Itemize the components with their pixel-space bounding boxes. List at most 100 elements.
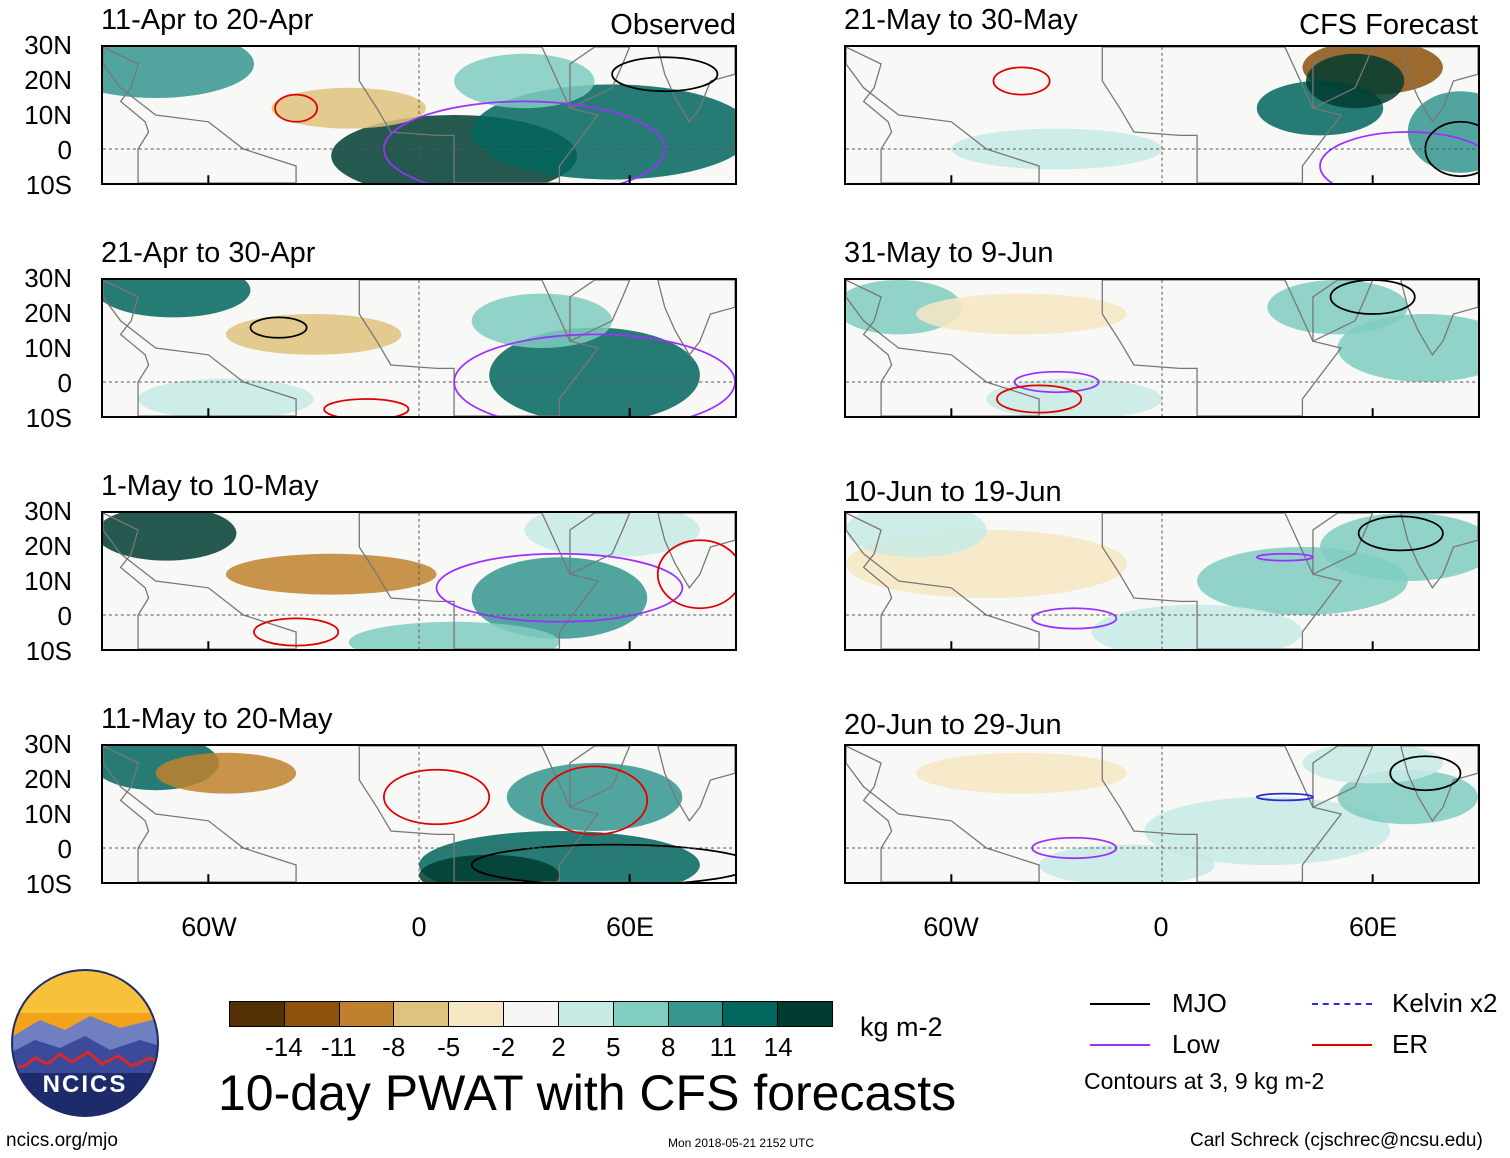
- contour-line: [435, 552, 684, 623]
- colorbar-swatch-5: [504, 1002, 559, 1026]
- anomaly-blob: [506, 763, 683, 831]
- map-canvas: [846, 280, 1478, 416]
- lon-tick-60e-left: 60E: [605, 912, 655, 942]
- coastline: [1312, 280, 1374, 343]
- cfs-forecast-label: CFS Forecast: [1299, 9, 1478, 41]
- colorbar-units: kg m-2: [860, 1012, 943, 1042]
- logo-text: NCICS: [43, 1071, 128, 1098]
- contour-line: [611, 56, 719, 93]
- anomaly-blob: [1337, 314, 1478, 382]
- contour-line: [249, 316, 308, 339]
- anomaly-blob: [846, 513, 987, 558]
- coastline: [103, 513, 297, 649]
- anomaly-blob: [103, 280, 251, 318]
- anomaly-blob: [471, 84, 735, 180]
- anomaly-blob: [1337, 769, 1478, 825]
- anomaly-blob: [916, 293, 1127, 335]
- anomaly-blob: [103, 513, 237, 561]
- lat-tick: 10N: [24, 333, 72, 363]
- legend-line-mjo: [1090, 1003, 1150, 1005]
- legend-label-low: Low: [1172, 1029, 1220, 1059]
- coastline: [569, 746, 631, 809]
- map-panel-5: [844, 45, 1480, 185]
- lat-tick: 20N: [24, 298, 72, 328]
- contour-note: Contours at 3, 9 kg m-2: [1084, 1068, 1325, 1094]
- coastline: [657, 47, 735, 123]
- map-canvas: [103, 47, 735, 183]
- anomaly-blob: [471, 293, 613, 348]
- colorbar: [229, 1001, 833, 1027]
- coastline: [846, 280, 1040, 416]
- coastline: [103, 280, 297, 416]
- anomaly-blob: [1305, 53, 1405, 109]
- coastline: [569, 47, 631, 110]
- coastline: [569, 280, 631, 343]
- map-panel-4: [101, 744, 737, 884]
- colorbar-swatch-7: [613, 1002, 669, 1026]
- lat-tick: 30N: [24, 496, 72, 526]
- panel-title-3: 1-May to 10-May: [101, 470, 319, 502]
- contour-line: [253, 617, 340, 647]
- contour-line: [1329, 280, 1416, 315]
- lon-tick-60w-left: 60W: [181, 912, 237, 942]
- contour-line: [1389, 755, 1462, 792]
- colorbar-swatch-6: [558, 1002, 614, 1026]
- anomaly-blob: [225, 314, 402, 355]
- author-credit: Carl Schreck (cjschrec@ncsu.edu): [1190, 1130, 1483, 1151]
- colorbar-swatch-10: [778, 1002, 832, 1026]
- lat-tick: 10N: [24, 566, 72, 596]
- lat-tick: 30N: [24, 263, 72, 293]
- lat-tick: 30N: [24, 30, 72, 60]
- lon-tick-0-right: 0: [1153, 912, 1169, 942]
- coastline: [1400, 47, 1478, 123]
- colorbar-tick: -11: [320, 1032, 357, 1062]
- anomaly-blob: [471, 557, 648, 639]
- lat-tick: 10S: [25, 869, 72, 899]
- anomaly-blob: [986, 378, 1162, 416]
- anomaly-blob: [524, 513, 700, 558]
- map-panel-3: [101, 511, 737, 651]
- coastline: [1312, 513, 1374, 576]
- lon-tick-60w-right: 60W: [923, 912, 979, 942]
- legend-line-kelvin: [1312, 1003, 1372, 1005]
- colorbar-tick: 5: [606, 1032, 621, 1062]
- anomaly-blob: [454, 53, 595, 109]
- panel-title-7: 10-Jun to 19-Jun: [844, 476, 1062, 508]
- colorbar-swatch-1: [284, 1002, 340, 1026]
- panel-title-1: 11-Apr to 20-Apr: [101, 4, 314, 36]
- contour-line: [1357, 515, 1444, 552]
- map-panel-2: [101, 278, 737, 418]
- colorbar-swatch-2: [339, 1002, 395, 1026]
- lat-tick: 10S: [25, 170, 72, 200]
- map-panel-6: [844, 278, 1480, 418]
- lon-tick-60e-right: 60E: [1348, 912, 1398, 942]
- contour-line: [382, 768, 491, 826]
- lon-tick-0-left: 0: [411, 912, 427, 942]
- lat-tick: 20N: [24, 65, 72, 95]
- coastline: [1400, 746, 1478, 822]
- anomaly-blob: [225, 553, 437, 595]
- coastline: [846, 47, 1040, 183]
- site-link[interactable]: ncics.org/mjo: [6, 1130, 118, 1151]
- map-canvas: [103, 513, 735, 649]
- colorbar-swatch-3: [394, 1002, 450, 1026]
- map-canvas: [846, 746, 1478, 882]
- map-canvas: [846, 47, 1478, 183]
- coastline: [846, 513, 1040, 649]
- anomaly-blob: [1039, 844, 1215, 882]
- contour-line: [274, 93, 319, 123]
- lat-tick: 0: [57, 834, 72, 864]
- observed-label: Observed: [610, 9, 736, 41]
- lat-tick: 20N: [24, 764, 72, 794]
- contour-line: [656, 539, 735, 610]
- legend-label-er: ER: [1392, 1029, 1429, 1059]
- panel-title-6: 31-May to 9-Jun: [844, 237, 1054, 269]
- map-canvas: [103, 280, 735, 416]
- coastline: [657, 513, 735, 589]
- colorbar-swatch-0: [230, 1002, 285, 1026]
- lat-tick: 20N: [24, 531, 72, 561]
- contour-line: [1255, 552, 1314, 562]
- lat-tick: 0: [57, 368, 72, 398]
- colorbar-tick: -5: [437, 1032, 461, 1062]
- panel-title-5: 21-May to 30-May: [844, 4, 1078, 36]
